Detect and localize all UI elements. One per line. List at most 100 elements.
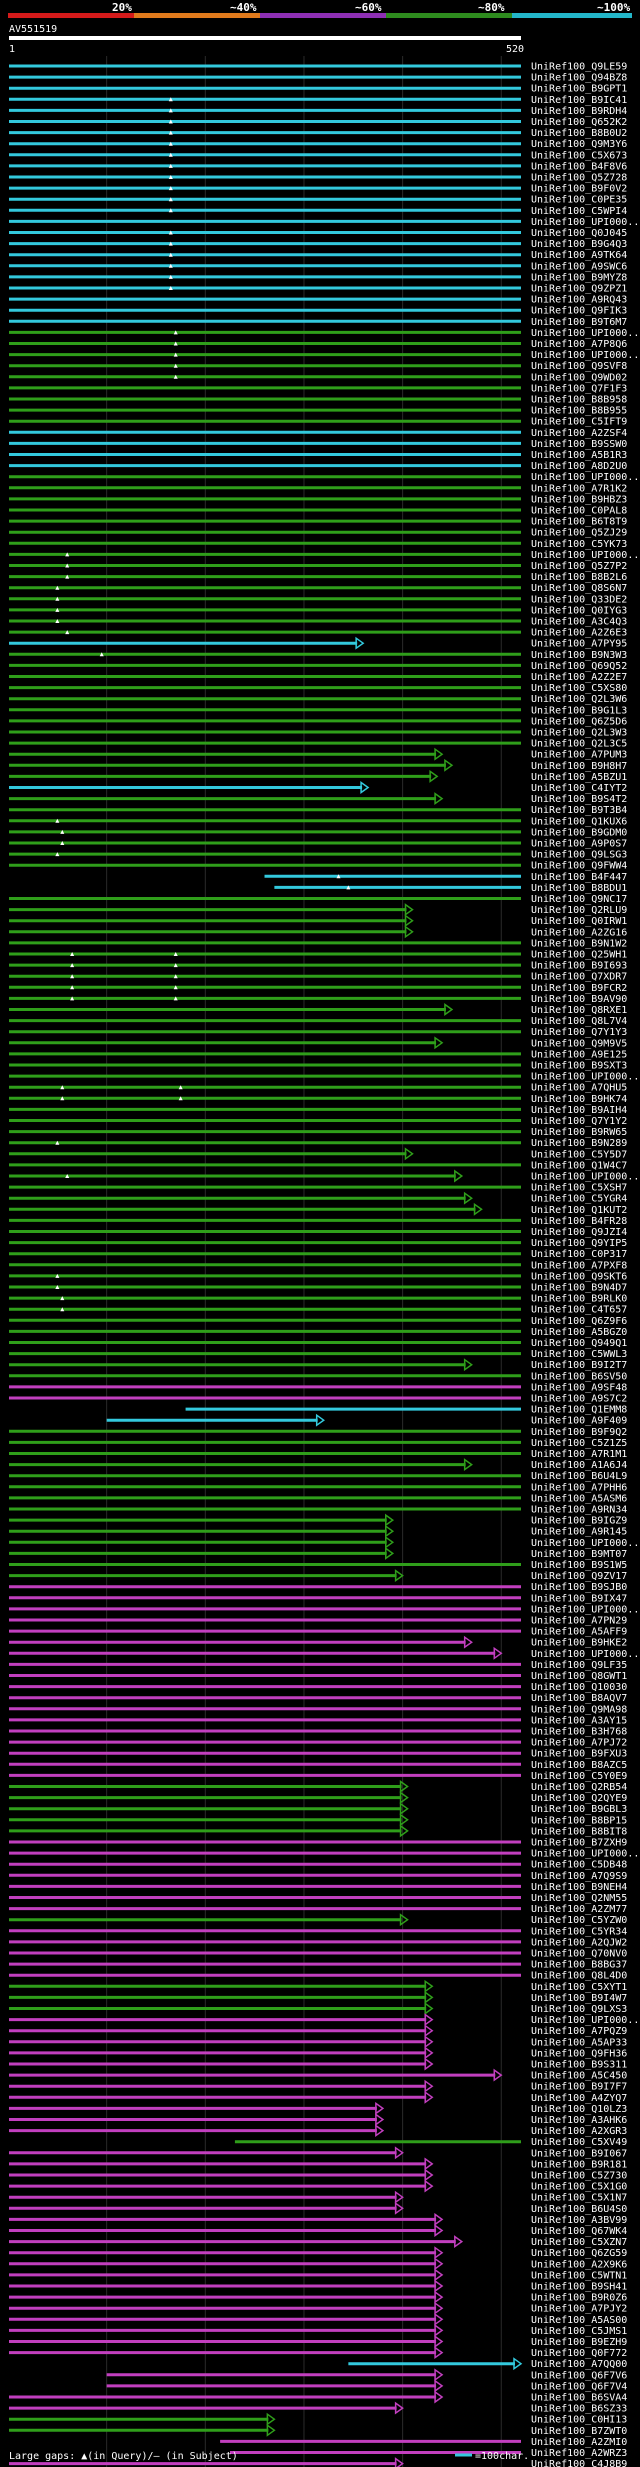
alignment-row[interactable]: UniRef100_B8AQV7 (9, 1693, 627, 1704)
subject-label[interactable]: UniRef100_A1A6J4 (531, 1460, 627, 1471)
alignment-row[interactable]: UniRef100_C5Y0E9 (9, 1771, 627, 1782)
alignment-row[interactable]: UniRef100_C5YGR4 (9, 1191, 627, 1205)
alignment-row[interactable]: UniRef100_A5C450 (9, 2068, 627, 2082)
subject-label[interactable]: UniRef100_A3BV99 (531, 2215, 627, 2226)
alignment-row[interactable]: UniRef100_C5XV49 (234, 2137, 627, 2148)
alignment-row[interactable]: UniRef100_B9GDM0 (9, 827, 627, 838)
subject-label[interactable]: UniRef100_C5IFT9 (531, 417, 627, 428)
alignment-row[interactable]: UniRef100_A2ZSF4 (9, 428, 627, 439)
alignment-row[interactable]: UniRef100_UPI000... (9, 1604, 640, 1615)
alignment-row[interactable]: UniRef100_Q0F772 (9, 2346, 627, 2360)
subject-label[interactable]: UniRef100_Q2NM55 (531, 1893, 627, 1904)
alignment-row[interactable]: UniRef100_Q0IRW1 (9, 914, 627, 928)
subject-label[interactable]: UniRef100_A9RQ43 (531, 295, 627, 306)
subject-label[interactable]: UniRef100_Q9YIP5 (531, 1238, 627, 1249)
subject-label[interactable]: UniRef100_B9FXU3 (531, 1749, 627, 1760)
alignment-row[interactable]: UniRef100_A1A6J4 (9, 1458, 627, 1472)
alignment-row[interactable]: UniRef100_Q6F7V6 (106, 2368, 628, 2382)
subject-label[interactable]: UniRef100_B7ZXH9 (531, 1838, 627, 1849)
alignment-row[interactable]: UniRef100_B9GBL3 (9, 1802, 627, 1816)
subject-label[interactable]: UniRef100_B9NEH4 (531, 1882, 627, 1893)
alignment-row[interactable]: UniRef100_A9RQ43 (9, 295, 627, 306)
subject-label[interactable]: UniRef100_B9F9Q2 (531, 1427, 627, 1438)
alignment-row[interactable]: UniRef100_A9P0S7 (9, 839, 627, 850)
alignment-row[interactable]: UniRef100_C4IYT2 (9, 781, 627, 795)
alignment-row[interactable]: UniRef100_Q9WD02 (9, 372, 627, 383)
alignment-row[interactable]: UniRef100_B4F447 (264, 872, 628, 883)
alignment-row[interactable]: UniRef100_C5WPI4 (9, 206, 627, 217)
alignment-row[interactable]: UniRef100_B8B0U2 (9, 128, 627, 139)
subject-label[interactable]: UniRef100_C0PE35 (531, 195, 627, 206)
subject-label[interactable]: UniRef100_B9S4T2 (531, 794, 627, 805)
subject-label[interactable]: UniRef100_B9I067 (531, 2148, 627, 2159)
subject-label[interactable]: UniRef100_Q9M9V5 (531, 1038, 627, 1049)
alignment-row[interactable]: UniRef100_B9G4Q3 (9, 239, 627, 250)
subject-label[interactable]: UniRef100_Q8S6N7 (531, 583, 627, 594)
subject-label[interactable]: UniRef100_Q2QYE9 (531, 1793, 627, 1804)
alignment-row[interactable]: UniRef100_B9R181 (9, 2157, 627, 2171)
subject-label[interactable]: UniRef100_B8BIT8 (531, 1826, 627, 1837)
alignment-row[interactable]: UniRef100_B6SZ33 (9, 2401, 627, 2415)
alignment-row[interactable]: UniRef100_B6U4S0 (9, 2201, 627, 2215)
alignment-row[interactable]: UniRef100_B9SH41 (9, 2279, 627, 2293)
alignment-row[interactable]: UniRef100_B9F0V2 (9, 184, 627, 195)
alignment-row[interactable]: UniRef100_A7PJ72 (9, 1738, 627, 1749)
subject-label[interactable]: UniRef100_A4ZYQ7 (531, 2093, 627, 2104)
subject-label[interactable]: UniRef100_A7QQ00 (531, 2359, 627, 2370)
alignment-row[interactable]: UniRef100_B8AZC5 (9, 1760, 627, 1771)
subject-label[interactable]: UniRef100_A7PN29 (531, 1616, 627, 1627)
alignment-row[interactable]: UniRef100_Q9FIK3 (9, 306, 627, 317)
alignment-row[interactable]: UniRef100_B9RDH4 (9, 106, 627, 117)
subject-label[interactable]: UniRef100_C5YK73 (531, 539, 627, 550)
subject-label[interactable]: UniRef100_A7R1M1 (531, 1449, 627, 1460)
subject-label[interactable]: UniRef100_B9SJB0 (531, 1582, 627, 1593)
alignment-row[interactable]: UniRef100_B8BG37 (9, 1960, 627, 1971)
alignment-row[interactable]: UniRef100_A9F409 (106, 1413, 628, 1427)
subject-label[interactable]: UniRef100_Q5Z7P2 (531, 561, 627, 572)
subject-label[interactable]: UniRef100_A9SF48 (531, 1382, 627, 1393)
alignment-row[interactable]: UniRef100_A9E125 (9, 1049, 627, 1060)
alignment-row[interactable]: UniRef100_Q8L4D0 (9, 1971, 627, 1982)
alignment-row[interactable]: UniRef100_B9I693 (9, 961, 627, 972)
subject-label[interactable]: UniRef100_B9RW65 (531, 1127, 627, 1138)
subject-label[interactable]: UniRef100_A2Z6E3 (531, 628, 627, 639)
subject-label[interactable]: UniRef100_A2ZG16 (531, 927, 627, 938)
subject-label[interactable]: UniRef100_Q7F1F3 (531, 383, 627, 394)
subject-label[interactable]: UniRef100_Q9LF35 (531, 1660, 627, 1671)
alignment-row[interactable]: UniRef100_A2QJW2 (9, 1937, 627, 1948)
alignment-row[interactable]: UniRef100_B9AV90 (9, 994, 627, 1005)
alignment-row[interactable]: UniRef100_Q7F1F3 (9, 383, 627, 394)
alignment-row[interactable]: UniRef100_B9FXU3 (9, 1749, 627, 1760)
alignment-row[interactable]: UniRef100_A9SF48 (9, 1382, 627, 1393)
alignment-row[interactable]: UniRef100_UPI000... (9, 1646, 640, 1660)
alignment-row[interactable]: UniRef100_Q1W4C7 (9, 1160, 627, 1171)
alignment-row[interactable]: UniRef100_Q2RB54 (9, 1780, 627, 1794)
alignment-row[interactable]: UniRef100_Q9LXS3 (9, 2002, 627, 2016)
subject-label[interactable]: UniRef100_B8BG37 (531, 1960, 627, 1971)
alignment-row[interactable]: UniRef100_B6SV50 (9, 1371, 627, 1382)
subject-label[interactable]: UniRef100_Q0IYG3 (531, 605, 627, 616)
subject-label[interactable]: UniRef100_UPI000... (531, 328, 640, 339)
alignment-row[interactable]: UniRef100_Q9LE59 (9, 62, 627, 73)
subject-label[interactable]: UniRef100_B9N289 (531, 1138, 627, 1149)
subject-label[interactable]: UniRef100_B6SVA4 (531, 2393, 627, 2404)
alignment-row[interactable]: UniRef100_B8BDU1 (274, 883, 627, 894)
alignment-row[interactable]: UniRef100_B9F9Q2 (9, 1427, 627, 1438)
alignment-row[interactable]: UniRef100_B9I067 (9, 2146, 627, 2160)
subject-label[interactable]: UniRef100_A9R145 (531, 1527, 627, 1538)
alignment-row[interactable]: UniRef100_Q67WK4 (9, 2224, 627, 2238)
subject-label[interactable]: UniRef100_Q33DE2 (531, 594, 627, 605)
alignment-row[interactable]: UniRef100_B3H768 (9, 1727, 627, 1738)
subject-label[interactable]: UniRef100_B9HK74 (531, 1094, 627, 1105)
alignment-row[interactable]: UniRef100_Q9LSG3 (9, 850, 627, 861)
alignment-row[interactable]: UniRef100_B9EZH9 (9, 2335, 627, 2349)
subject-label[interactable]: UniRef100_C5YR34 (531, 1926, 627, 1937)
alignment-row[interactable]: UniRef100_Q0IYG3 (9, 605, 627, 616)
alignment-row[interactable]: UniRef100_A5AFF9 (9, 1627, 627, 1638)
alignment-row[interactable]: UniRef100_Q7XDR7 (9, 972, 627, 983)
alignment-row[interactable]: UniRef100_C5YK73 (9, 539, 627, 550)
alignment-row[interactable]: UniRef100_Q10LZ3 (9, 2101, 627, 2115)
alignment-row[interactable]: UniRef100_C5XZN7 (9, 2235, 627, 2249)
subject-label[interactable]: UniRef100_C4IYT2 (531, 783, 627, 794)
alignment-row[interactable]: UniRef100_A2XGR3 (9, 2124, 627, 2138)
